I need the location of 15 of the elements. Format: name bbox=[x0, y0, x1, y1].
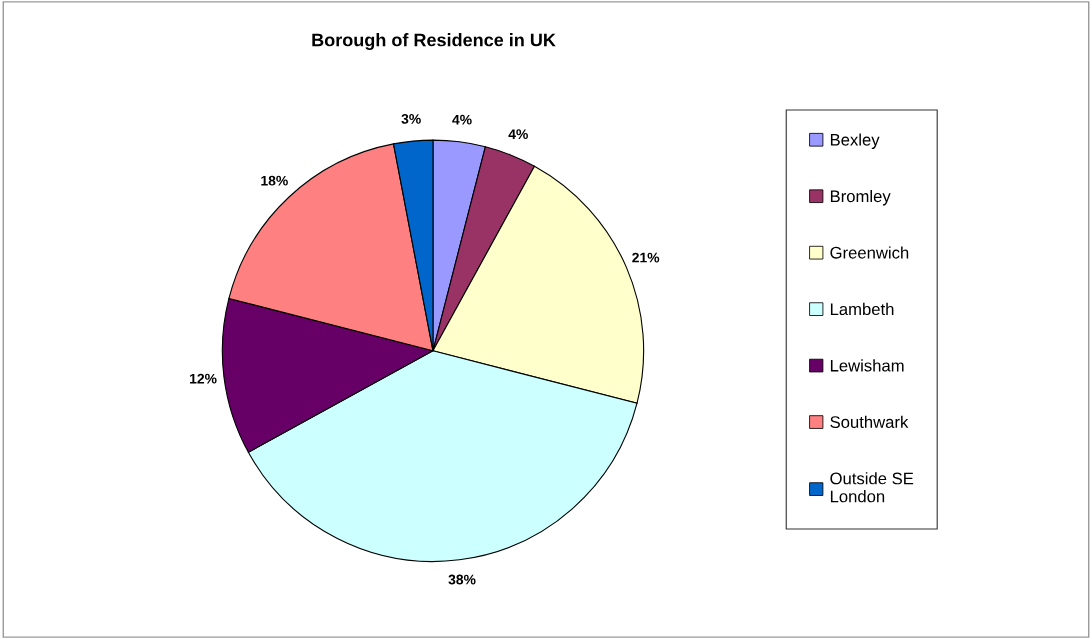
data-label: 21% bbox=[632, 252, 660, 263]
chart-title: Borough of Residence in UK bbox=[312, 33, 556, 50]
legend-label: Greenwich bbox=[830, 246, 909, 259]
legend-label: Bexley bbox=[830, 133, 880, 150]
data-label: 4% bbox=[452, 114, 472, 125]
legend-label: Bromley bbox=[830, 189, 891, 206]
data-label: 18% bbox=[261, 175, 288, 186]
legend-label: Outside SE London bbox=[830, 472, 914, 503]
data-label: 4% bbox=[508, 129, 528, 140]
legend-label: Lewisham bbox=[830, 359, 904, 372]
data-label: 38% bbox=[448, 574, 476, 585]
legend-label: Southwark bbox=[830, 415, 909, 428]
legend-label: Lambeth bbox=[830, 302, 894, 316]
data-label: 3% bbox=[401, 114, 421, 124]
data-label: 12% bbox=[190, 373, 217, 384]
